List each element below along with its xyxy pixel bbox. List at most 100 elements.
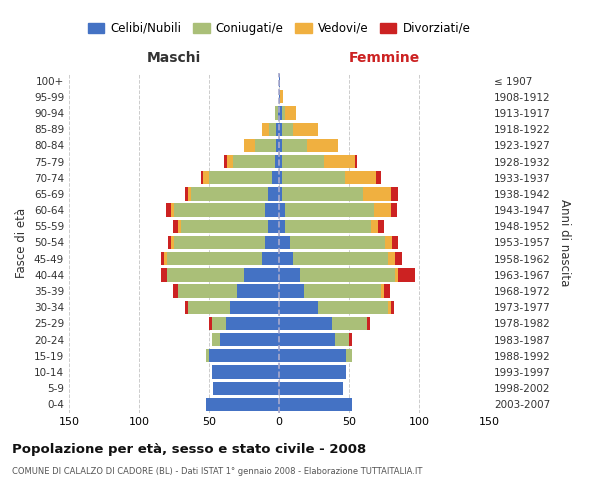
Bar (200, 171, 203, 184)
Bar (279, 236, 290, 249)
Bar (212, 317, 226, 330)
Bar (282, 138, 307, 152)
Bar (276, 122, 279, 136)
Bar (233, 155, 275, 168)
Bar (381, 284, 384, 298)
Bar (385, 236, 392, 249)
Bar (174, 236, 265, 249)
Bar (174, 204, 265, 217)
Bar (279, 188, 282, 200)
Bar (275, 106, 278, 120)
Bar (345, 171, 376, 184)
Bar (209, 171, 272, 184)
Bar (395, 268, 398, 281)
Bar (282, 188, 363, 200)
Bar (220, 333, 279, 346)
Bar (290, 236, 385, 249)
Bar (269, 122, 276, 136)
Bar (376, 171, 381, 184)
Bar (304, 284, 381, 298)
Bar (173, 284, 178, 298)
Bar (279, 284, 304, 298)
Text: Popolazione per età, sesso e stato civile - 2008: Popolazione per età, sesso e stato civil… (12, 442, 366, 456)
Bar (384, 284, 389, 298)
Bar (279, 333, 335, 346)
Bar (209, 317, 212, 330)
Bar (279, 171, 282, 184)
Bar (279, 398, 352, 411)
Bar (279, 74, 280, 87)
Bar (272, 171, 279, 184)
Bar (167, 252, 262, 266)
Bar (367, 317, 370, 330)
Bar (371, 220, 379, 233)
Bar (284, 220, 371, 233)
Bar (167, 268, 244, 281)
Bar (171, 236, 174, 249)
Bar (279, 317, 332, 330)
Bar (164, 252, 167, 266)
Bar (282, 171, 345, 184)
Bar (161, 268, 167, 281)
Bar (363, 188, 391, 200)
Bar (279, 155, 282, 168)
Bar (173, 220, 178, 233)
Bar (391, 300, 394, 314)
Legend: Celibi/Nubili, Coniugati/e, Vedovi/e, Divorziati/e: Celibi/Nubili, Coniugati/e, Vedovi/e, Di… (83, 17, 475, 40)
Bar (265, 236, 279, 249)
Bar (318, 300, 388, 314)
Bar (395, 252, 402, 266)
Bar (279, 122, 282, 136)
Bar (398, 268, 415, 281)
Bar (279, 382, 343, 395)
Bar (185, 300, 188, 314)
Bar (244, 138, 255, 152)
Bar (279, 220, 284, 233)
Bar (237, 284, 279, 298)
Bar (279, 300, 318, 314)
Bar (332, 317, 367, 330)
Bar (284, 204, 374, 217)
Bar (224, 155, 227, 168)
Bar (392, 236, 398, 249)
Bar (226, 317, 279, 330)
Bar (374, 204, 391, 217)
Bar (191, 188, 268, 200)
Bar (324, 155, 355, 168)
Bar (161, 252, 164, 266)
Bar (166, 204, 171, 217)
Bar (284, 106, 296, 120)
Bar (279, 268, 300, 281)
Bar (293, 252, 388, 266)
Bar (265, 204, 279, 217)
Bar (276, 138, 279, 152)
Bar (206, 349, 209, 362)
Bar (262, 252, 279, 266)
Bar (282, 122, 293, 136)
Bar (279, 106, 282, 120)
Bar (212, 333, 220, 346)
Bar (391, 204, 397, 217)
Bar (279, 204, 284, 217)
Bar (203, 171, 209, 184)
Bar (279, 90, 280, 104)
Bar (255, 138, 276, 152)
Bar (178, 220, 181, 233)
Bar (181, 220, 268, 233)
Bar (230, 300, 279, 314)
Bar (335, 333, 349, 346)
Bar (282, 155, 324, 168)
Bar (355, 155, 358, 168)
Bar (278, 106, 279, 120)
Bar (169, 236, 171, 249)
Bar (300, 268, 395, 281)
Bar (244, 268, 279, 281)
Bar (171, 204, 174, 217)
Bar (212, 366, 279, 378)
Y-axis label: Anni di nascita: Anni di nascita (557, 199, 571, 286)
Bar (178, 284, 237, 298)
Bar (279, 366, 346, 378)
Bar (209, 349, 279, 362)
Bar (188, 188, 191, 200)
Y-axis label: Fasce di età: Fasce di età (16, 208, 28, 278)
